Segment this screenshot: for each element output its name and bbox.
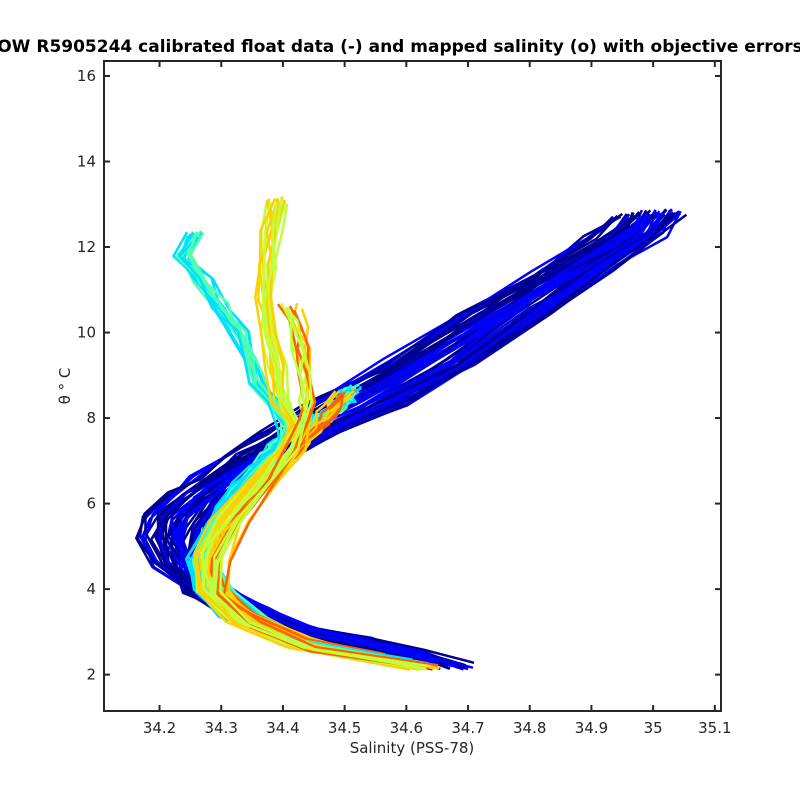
y-tick-label: 6 [86,495,96,513]
x-tick-label: 35.1 [698,719,731,737]
y-tick-label: 14 [77,152,96,170]
plot-frame [103,60,722,712]
x-axis-label: Salinity (PSS-78) [350,739,475,757]
x-axis-ticks: 34.2 34.3 34.4 34.5 34.6 34.7 34.8 34.9 35 35.1 [143,61,732,737]
series-line [193,197,411,671]
x-tick-label: 35 [644,719,663,737]
chart-title: OW R5905244 calibrated float data (-) an… [0,37,800,57]
series-line [170,217,646,662]
series-line [222,310,439,667]
x-tick-label: 34.2 [143,719,176,737]
series-line [224,308,440,670]
x-tick-label: 34.3 [205,719,238,737]
y-tick-label: 2 [86,666,96,684]
y-tick-label: 8 [86,409,96,427]
series-line-group [209,302,440,671]
series-layer [135,196,688,671]
y-tick-label: 10 [77,324,96,342]
x-tick-label: 34.6 [390,719,423,737]
x-tick-label: 34.9 [575,719,608,737]
x-tick-label: 34.8 [513,719,546,737]
x-tick-label: 34.7 [451,719,484,737]
y-axis-label: θ ° C [56,368,74,405]
plot-area [103,60,722,712]
y-tick-label: 4 [86,580,96,598]
y-tick-label: 16 [77,67,96,85]
y-tick-label: 12 [77,238,96,256]
series-line [213,307,427,670]
x-tick-label: 34.5 [328,719,361,737]
series-line [178,215,651,663]
y-axis-ticks: 2 4 6 8 10 12 14 16 [77,67,721,684]
series-line [218,307,431,668]
x-tick-label: 34.4 [266,719,299,737]
